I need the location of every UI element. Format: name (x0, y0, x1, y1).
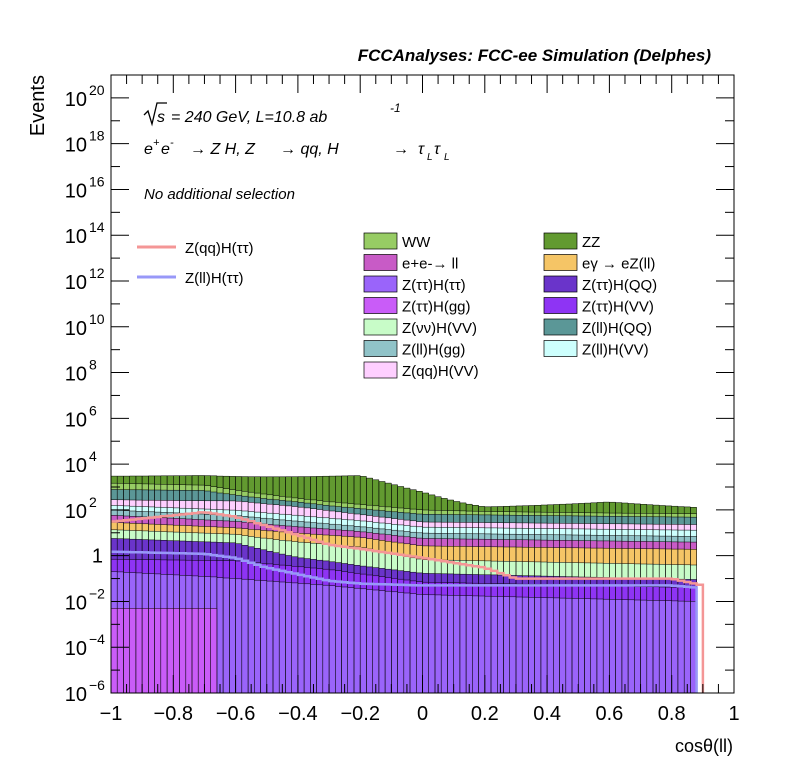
legend-swatch-z-ll-h-qq (543, 318, 578, 336)
legend-swatch-ww (363, 232, 398, 250)
y-tick-exponent: −6 (89, 677, 105, 693)
y-tick-label: 10 (65, 318, 87, 340)
legend-label: Z(ττ)H(VV) (582, 299, 654, 316)
legend-swatch-z-ll-h-vv (543, 340, 578, 357)
y-tick-exponent: 12 (89, 265, 105, 281)
y-tick-label: 10 (65, 638, 87, 660)
legend-label: Z(qq)H(ττ) (185, 240, 254, 257)
selection-label: No additional selection (144, 186, 295, 203)
energy-annotation: s = 240 GeV, L=10.8 ab -1 (143, 101, 401, 127)
y-tick-label: 10 (65, 272, 87, 294)
legend-label: Z(νν)H(VV) (402, 320, 477, 337)
y-tick-label: 10 (65, 135, 87, 157)
legend-label: Z(qq)H(VV) (402, 363, 479, 380)
chart-title: FCCAnalyses: FCC-ee Simulation (Delphes) (358, 46, 712, 65)
legend-label: WW (402, 234, 431, 251)
x-tick-label: 0.6 (595, 703, 623, 725)
lumi-exponent: -1 (390, 101, 401, 115)
axes: −1 −0.8 −0.6 −0.4 −0.2 0 0.2 0.4 0.6 0.8 110−610−4… (65, 75, 740, 725)
process-arrow: → (393, 141, 409, 158)
legend-swatch-z-h-vv (363, 318, 398, 336)
legend-label: Z(ll)H(QQ) (582, 320, 652, 337)
legend-swatch-z-h (363, 275, 398, 293)
y-tick-exponent: 6 (89, 402, 97, 418)
x-axis-label: cosθ(ll) (675, 736, 733, 756)
y-tick-label: 10 (65, 501, 87, 523)
legend-swatch-z-qq-h-vv (363, 361, 398, 379)
y-tick-label: 10 (65, 89, 87, 111)
stack-z-h-gg (110, 608, 218, 694)
x-tick-label: 0.2 (471, 703, 499, 725)
legend-swatch-z-h-qq (543, 275, 578, 293)
legend-swatch-z-h-vv (543, 297, 578, 314)
x-tick-label: 0.8 (658, 703, 686, 725)
legend-label: Z(ll)H(ττ) (185, 270, 244, 287)
y-axis-label: Events (27, 75, 49, 136)
y-tick-label: 10 (65, 455, 87, 477)
x-tick-label: 1 (728, 703, 739, 725)
process-e2: e (161, 141, 170, 158)
y-tick-exponent: 20 (89, 82, 105, 98)
y-tick-exponent: 16 (89, 173, 105, 189)
process-qq: → qq, H (280, 141, 339, 158)
x-tick-label: −0.4 (278, 703, 317, 725)
legend-swatch-z-h-gg (363, 297, 398, 314)
legend-label: Z(ττ)H(ττ) (402, 277, 466, 294)
process-e-plus: + (153, 137, 160, 149)
process-zh: → Z H, Z (190, 141, 256, 158)
process-e-minus: - (170, 137, 174, 149)
sqrt-sign (143, 102, 167, 127)
legend-label: Z(ll)H(VV) (582, 342, 649, 359)
y-tick-label: 10 (65, 180, 87, 202)
x-tick-label: 0 (417, 703, 428, 725)
x-tick-label: −1 (100, 703, 123, 725)
legend-swatch-z-ll-h-gg (363, 340, 398, 357)
legend-label: Z(ll)H(gg) (402, 342, 465, 359)
y-tick-exponent: 4 (89, 448, 97, 464)
legend-label: ZZ (582, 234, 600, 251)
y-tick-exponent: 10 (89, 311, 105, 327)
legend-swatch-zz (543, 232, 578, 250)
signal-histograms (111, 511, 705, 693)
legend-swatch-e-e-ll (363, 254, 398, 271)
y-tick-exponent: 14 (89, 219, 105, 235)
process-tau1-sub: L (427, 152, 433, 163)
signal-z-qq-h (111, 511, 705, 693)
y-tick-exponent: 18 (89, 128, 105, 144)
y-tick-label: 1 (92, 546, 103, 568)
y-tick-label: 10 (65, 409, 87, 431)
legend-label: Z(ττ)H(QQ) (582, 277, 657, 294)
x-tick-label: −0.2 (340, 703, 379, 725)
y-tick-label: 10 (65, 364, 87, 386)
sqrt-s-label: s (157, 109, 165, 126)
legend-label: Z(ττ)H(gg) (402, 299, 471, 316)
legend: Z(qq)H(ττ) Z(ll)H(ττ) WW ZZ e+e-→ ll eγ → eZ(… (137, 232, 657, 380)
legend-swatch-e-ez-ll (543, 254, 578, 271)
legend-label: eγ → eZ(ll) (582, 256, 655, 273)
legend-label: e+e-→ ll (402, 256, 458, 273)
process-tau2-sub: L (444, 152, 450, 163)
process-annotation: e + e - → Z H, Z → qq, H → τ L τ L (144, 137, 450, 163)
y-tick-label: 10 (65, 592, 87, 614)
y-tick-exponent: 2 (89, 494, 97, 510)
signal-z-ll-h (111, 550, 698, 693)
process-tau1: τ (418, 141, 425, 158)
y-tick-label: 10 (65, 684, 87, 706)
y-tick-exponent: −2 (89, 585, 105, 601)
process-tau2: τ (434, 141, 441, 158)
y-tick-exponent: −4 (89, 631, 105, 647)
energy-lumi-label: = 240 GeV, L=10.8 ab (171, 109, 327, 126)
y-tick-exponent: 8 (89, 357, 97, 373)
stacked-histograms (110, 475, 697, 694)
stack-z-h (110, 571, 697, 694)
x-tick-label: 0.4 (533, 703, 561, 725)
process-e: e (144, 141, 153, 158)
x-tick-label: −0.8 (154, 703, 193, 725)
y-tick-label: 10 (65, 226, 87, 248)
x-tick-label: −0.6 (216, 703, 255, 725)
